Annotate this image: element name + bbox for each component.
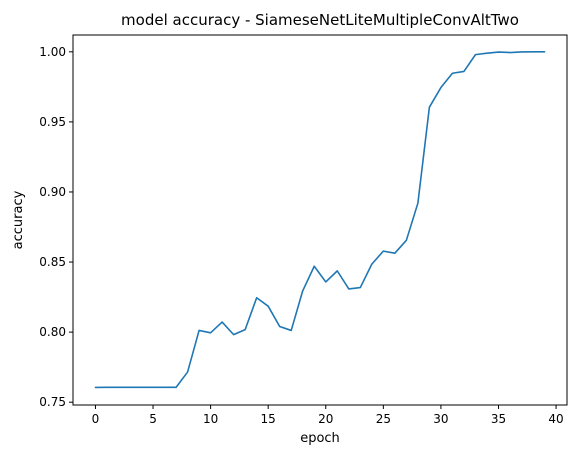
- y-axis-label: accuracy: [11, 190, 26, 249]
- x-tick-label: 35: [491, 412, 506, 426]
- series-layer: [94, 51, 546, 389]
- y-tick-label: 0.90: [39, 185, 66, 199]
- x-tick-label: 15: [261, 412, 276, 426]
- chart-title: model accuracy - SiameseNetLiteMultipleC…: [121, 11, 519, 29]
- x-tick-label: 30: [433, 412, 448, 426]
- x-tick-label: 0: [92, 412, 100, 426]
- x-tick-label: 25: [376, 412, 391, 426]
- plot-frame: [72, 34, 568, 406]
- y-axis-ticks: 0.75 0.80 0.85 0.90 0.95 1.00: [39, 45, 73, 409]
- y-tick-label: 0.75: [39, 395, 66, 409]
- y-tick-label: 0.95: [39, 115, 66, 129]
- x-tick-label: 5: [149, 412, 157, 426]
- x-axis-label: epoch: [300, 431, 340, 446]
- x-tick-label: 10: [203, 412, 218, 426]
- x-tick-label: 20: [318, 412, 333, 426]
- series-line-0: [94, 51, 546, 389]
- x-tick-label: 40: [548, 412, 563, 426]
- y-tick-label: 0.85: [39, 255, 66, 269]
- y-tick-label: 0.80: [39, 325, 66, 339]
- x-axis-ticks: 0 5 10 15 20 25 30 35 40: [92, 405, 564, 426]
- y-tick-label: 1.00: [39, 45, 66, 59]
